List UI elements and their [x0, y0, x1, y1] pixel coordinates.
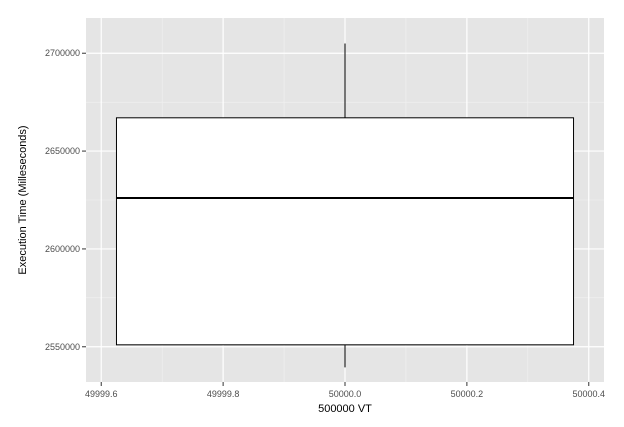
x-axis-title: 500000 VT	[318, 403, 372, 415]
x-tick-label: 50000.0	[329, 389, 362, 399]
y-axis-ticks: 2550000 2600000 2650000 2700000	[45, 48, 86, 352]
y-tick-label: 2650000	[45, 146, 80, 156]
box-plot	[115, 43, 575, 368]
x-axis-ticks: 49999.6 49999.8 50000.0 50000.2 50000.4	[85, 382, 605, 399]
y-tick-label: 2600000	[45, 244, 80, 254]
y-tick-label: 2700000	[45, 48, 80, 58]
x-tick-label: 49999.8	[207, 389, 240, 399]
y-axis-title: Execution Time (Milleseconds)	[17, 125, 29, 274]
interquartile-box	[115, 117, 575, 346]
x-tick-label: 50000.4	[572, 389, 605, 399]
y-tick-label: 2550000	[45, 342, 80, 352]
x-tick-label: 50000.2	[451, 389, 484, 399]
x-tick-label: 49999.6	[85, 389, 118, 399]
